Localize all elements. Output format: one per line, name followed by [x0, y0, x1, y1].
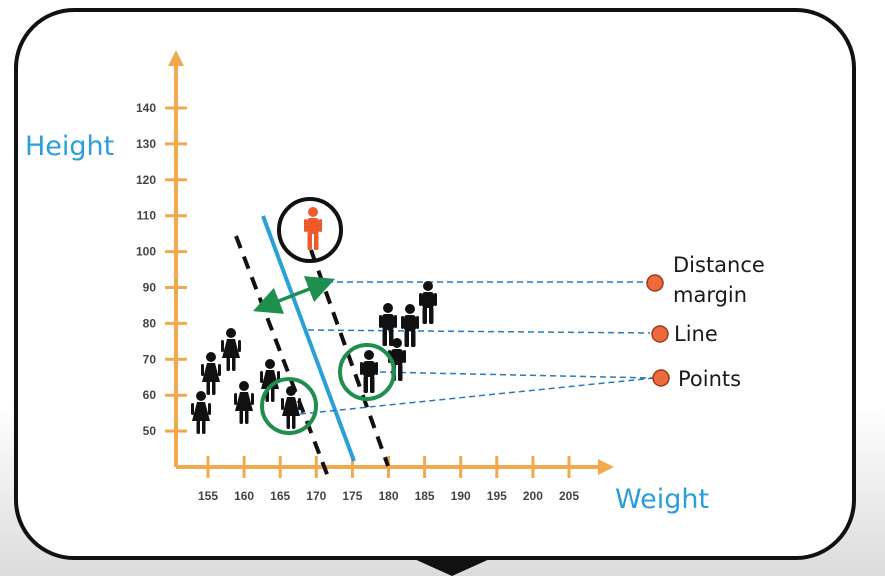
outlier-man-icon — [304, 207, 322, 250]
leader-line-points-1 — [379, 371, 655, 379]
x-tick-label: 205 — [559, 489, 579, 503]
y-tick-label: 120 — [136, 173, 156, 187]
card-notch — [412, 558, 492, 576]
woman-icon — [201, 352, 221, 395]
y-tick-label: 130 — [136, 137, 156, 151]
x-tick-label: 190 — [451, 489, 471, 503]
y-tick-label: 110 — [137, 209, 157, 223]
legend-label-line: Line — [674, 322, 718, 346]
x-tick-label: 200 — [523, 489, 543, 503]
legend-label-distance: Distance — [673, 253, 765, 277]
x-axis-ticks: 155 160 165 170 175 180 185 190 195 200 205 — [198, 456, 579, 503]
man-icon — [360, 350, 378, 393]
legend-dot-distance — [646, 274, 664, 292]
y-tick-label: 140 — [136, 101, 156, 115]
y-tick-label: 90 — [143, 281, 157, 295]
support-point-circle-left — [260, 377, 318, 435]
woman-icon — [234, 381, 254, 424]
margin-arrow — [252, 276, 336, 314]
x-axis — [176, 459, 614, 475]
y-axis-title: Height — [25, 131, 114, 162]
x-tick-label: 195 — [487, 489, 507, 503]
x-tick-label: 180 — [378, 489, 398, 503]
woman-icon — [281, 386, 301, 429]
woman-icon — [191, 391, 211, 434]
outlier-circle — [277, 197, 343, 263]
x-tick-label: 160 — [234, 489, 254, 503]
y-axis-ticks: 140 130 120 110 100 90 80 70 60 50 — [136, 101, 187, 438]
x-axis-title: Weight — [615, 484, 709, 515]
legend-dot-line — [651, 325, 669, 343]
margin-boundary-right — [309, 249, 390, 467]
y-tick-label: 80 — [143, 316, 157, 330]
hyperplane-line — [261, 215, 356, 462]
x-tick-label: 185 — [415, 489, 435, 503]
y-tick-label: 50 — [143, 424, 157, 438]
support-point-circle-right — [338, 343, 396, 401]
woman-icon — [221, 328, 241, 371]
man-icon — [401, 304, 419, 347]
legend-label-margin: margin — [673, 283, 747, 307]
x-tick-label: 165 — [270, 489, 290, 503]
y-tick-label: 100 — [136, 245, 156, 259]
y-tick-label: 70 — [143, 352, 157, 366]
y-axis — [168, 50, 184, 467]
legend-label-points: Points — [678, 367, 741, 391]
x-tick-label: 175 — [342, 489, 362, 503]
y-tick-label: 60 — [143, 388, 157, 402]
x-tick-label: 170 — [306, 489, 326, 503]
leader-line-line — [307, 329, 651, 334]
x-tick-label: 155 — [198, 489, 218, 503]
man-icon — [419, 281, 437, 324]
legend-dot-points — [652, 369, 670, 387]
